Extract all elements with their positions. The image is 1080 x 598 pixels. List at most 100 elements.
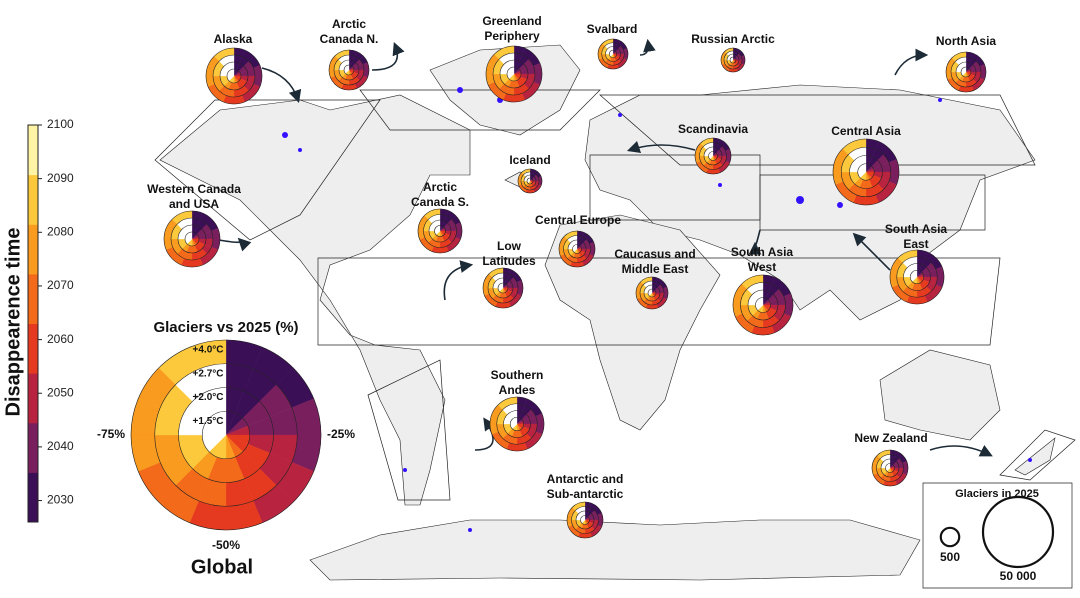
- glyph: [482, 267, 524, 309]
- glyph-ring: [575, 510, 595, 530]
- glyph-ring: [558, 230, 596, 268]
- glyph-ring: [732, 274, 794, 336]
- glyph: [694, 137, 732, 175]
- glyph-ring: [526, 177, 534, 185]
- glyph-ring: [639, 280, 665, 306]
- region-label: North Asia: [936, 34, 997, 48]
- glyph: [732, 274, 794, 336]
- glyph-ring: [647, 288, 657, 298]
- glyph-ring: [523, 174, 537, 188]
- glyph-ring: [328, 49, 370, 91]
- region-label: Central Europe: [535, 213, 621, 227]
- glyph-ring: [876, 454, 904, 482]
- glyph-ring: [520, 171, 540, 191]
- colorbar-swatch: [28, 373, 38, 424]
- colorbar-swatch: [28, 472, 38, 523]
- glyph-ring: [955, 61, 977, 83]
- quarter-label: -75%: [97, 427, 125, 441]
- region-label: Western Canada: [147, 182, 241, 196]
- glyph-ring: [694, 137, 732, 175]
- region-label: Southern: [491, 368, 544, 382]
- arrows: [213, 38, 993, 457]
- colorbar-tick-label: 2100: [47, 117, 74, 131]
- glyph-ring: [832, 138, 900, 206]
- glyph-ring: [708, 151, 718, 161]
- glyph-ring: [643, 284, 661, 302]
- glyph-ring: [417, 208, 463, 254]
- region: Svalbard: [587, 22, 637, 70]
- glyph-ring: [608, 49, 618, 59]
- colorbar-tick-label: 2080: [47, 224, 74, 238]
- region: Alaska: [205, 32, 263, 105]
- glyph-ring: [566, 501, 604, 539]
- colorbar-tick-label: 2070: [47, 278, 74, 292]
- glyph-ring: [703, 146, 723, 166]
- region-label: and USA: [169, 197, 219, 211]
- colorbar-tick-label: 2040: [47, 439, 74, 453]
- glyph-ring: [885, 463, 895, 473]
- glyph-ring: [212, 54, 256, 98]
- glyph-ring: [496, 403, 538, 445]
- glyph-ring: [343, 64, 355, 76]
- glyph-ring: [205, 47, 263, 105]
- colorbar-tick-label: 2030: [47, 493, 74, 507]
- region-label: Greenland: [482, 14, 541, 28]
- glyph-ring: [723, 50, 743, 70]
- glyph-ring: [509, 416, 525, 432]
- region-label: Andes: [499, 383, 536, 397]
- region-label: Periphery: [484, 29, 540, 43]
- glyph-ring: [880, 458, 900, 478]
- glyph: [945, 51, 987, 93]
- colorbar-swatch: [28, 422, 38, 473]
- glyph-ring: [492, 52, 536, 96]
- colorbar-tick-label: 2090: [47, 171, 74, 185]
- scenario-label: +2.7°C: [193, 368, 224, 379]
- region-label: Canada N.: [320, 32, 379, 46]
- glyph-ring: [201, 410, 251, 460]
- glyph-ring: [497, 282, 509, 294]
- glyph-ring: [492, 277, 514, 299]
- glyph: [597, 38, 629, 70]
- glyph-ring: [635, 276, 669, 310]
- size-legend-label: 500: [940, 550, 960, 564]
- glyph: [566, 501, 604, 539]
- region-label: Arctic: [423, 180, 457, 194]
- glyph-ring: [903, 263, 931, 291]
- glyph-ring: [601, 42, 625, 66]
- glyph-ring: [423, 214, 457, 248]
- region: New Zealand: [854, 431, 928, 487]
- region-label: Middle East: [622, 262, 689, 276]
- region-label: Central Asia: [831, 124, 901, 138]
- region: Central Asia: [831, 124, 901, 206]
- glyph-ring: [563, 235, 591, 263]
- glyph-ring: [857, 163, 875, 181]
- region: Scandinavia: [678, 122, 748, 175]
- glyph-ring: [428, 219, 452, 243]
- glyph-ring: [567, 239, 587, 259]
- glyph: [517, 168, 543, 194]
- world-map: [159, 44, 1056, 581]
- glyph-ring: [849, 155, 883, 189]
- region-label: East: [903, 237, 928, 251]
- glyph-ring: [871, 449, 909, 487]
- glyph: [558, 230, 596, 268]
- quarter-label: -25%: [327, 427, 355, 441]
- region-label: South Asia: [885, 222, 948, 236]
- glyph: [889, 249, 945, 305]
- region-label: Sub-antarctic: [547, 487, 624, 501]
- glyph-ring: [333, 54, 365, 86]
- region-label: South Asia: [731, 245, 794, 259]
- glyph-ring: [178, 387, 274, 483]
- glyph-ring: [840, 146, 892, 198]
- region-label: Arctic: [332, 17, 366, 31]
- glyph-ring: [960, 66, 972, 78]
- region-label: Low: [497, 239, 522, 253]
- glyph-ring: [572, 244, 582, 254]
